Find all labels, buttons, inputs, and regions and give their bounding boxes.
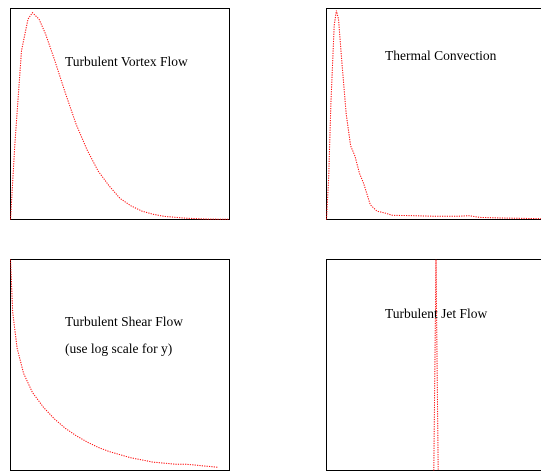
series-line [433, 259, 439, 471]
chart-title: Thermal Convection [385, 48, 497, 63]
plot-frame [10, 259, 230, 471]
chart-title: Turbulent Vortex Flow [65, 54, 188, 69]
series-line [10, 259, 219, 468]
series-line [10, 11, 230, 220]
chart-subtitle: (use log scale for y) [65, 341, 172, 356]
panel-turbulent-jet-flow: Turbulent Jet Flow [326, 259, 541, 471]
plot-frame [326, 8, 541, 220]
panel-turbulent-vortex-flow: Turbulent Vortex Flow [10, 8, 230, 220]
plot-frame [326, 259, 541, 471]
plot-frame [10, 8, 230, 220]
panel-turbulent-shear-flow: Turbulent Shear Flow (use log scale for … [10, 259, 230, 471]
panel-thermal-convection: Thermal Convection [326, 8, 541, 220]
chart-title: Turbulent Jet Flow [385, 306, 488, 321]
chart-title: Turbulent Shear Flow [65, 314, 183, 329]
series-line [326, 10, 541, 220]
